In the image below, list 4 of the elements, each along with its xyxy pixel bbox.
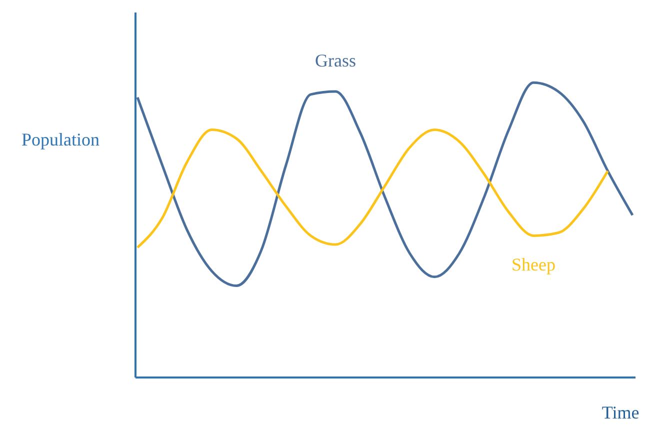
series-label: Grass bbox=[314, 50, 356, 70]
x-axis-title: Time bbox=[602, 402, 640, 422]
series-label: Sheep bbox=[512, 254, 556, 275]
y-axis-title: Population bbox=[21, 130, 100, 150]
